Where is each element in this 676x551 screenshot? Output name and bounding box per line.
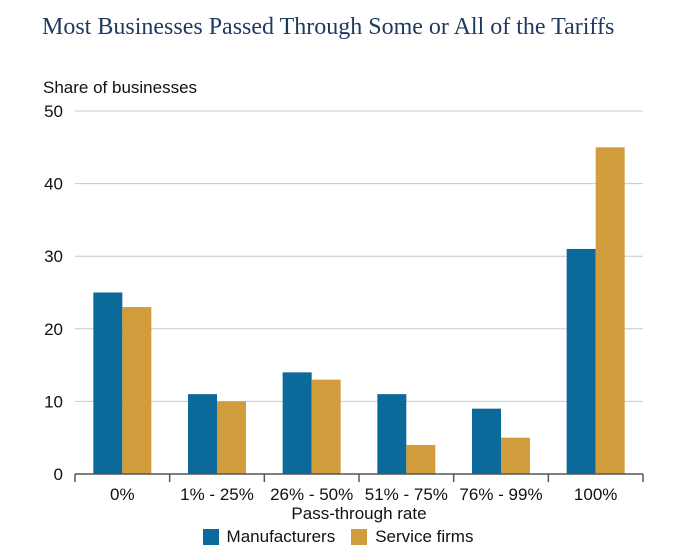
bar-service-firms bbox=[406, 444, 436, 474]
y-axis-ticks: 0 10 20 30 40 50 bbox=[44, 102, 63, 484]
y-tick-label: 40 bbox=[44, 175, 63, 194]
bar-manufacturers bbox=[93, 292, 123, 474]
legend-label-service-firms: Service firms bbox=[375, 527, 474, 546]
x-tick-label: 0% bbox=[110, 485, 135, 504]
y-axis-title: Share of businesses bbox=[43, 78, 197, 97]
bars bbox=[93, 147, 625, 475]
y-tick-label: 0 bbox=[54, 465, 63, 484]
x-tick-label: 51% - 75% bbox=[365, 485, 448, 504]
y-tick-label: 50 bbox=[44, 102, 63, 121]
y-tick-label: 30 bbox=[44, 247, 63, 266]
legend-swatch-service-firms bbox=[351, 529, 368, 545]
x-tick-label: 100% bbox=[574, 485, 617, 504]
bar-service-firms bbox=[217, 401, 246, 474]
bar-manufacturers bbox=[377, 394, 407, 474]
legend-swatch-manufacturers bbox=[202, 529, 219, 545]
legend-item-manufacturers: Manufacturers bbox=[202, 527, 336, 547]
x-tick-label: 1% - 25% bbox=[180, 485, 254, 504]
gridlines bbox=[75, 110, 643, 402]
bar-service-firms bbox=[311, 379, 341, 474]
bar-service-firms bbox=[501, 437, 530, 474]
bar-service-firms bbox=[595, 147, 625, 475]
x-axis-title: Pass-through rate bbox=[291, 504, 426, 523]
bar-manufacturers bbox=[282, 372, 312, 474]
y-tick-label: 20 bbox=[44, 320, 63, 339]
bar-service-firms bbox=[122, 307, 152, 474]
y-tick-label: 10 bbox=[44, 392, 63, 411]
bar-manufacturers bbox=[188, 394, 217, 474]
chart-title: Most Businesses Passed Through Some or A… bbox=[42, 14, 615, 40]
legend-label-manufacturers: Manufacturers bbox=[226, 527, 336, 546]
legend-item-service-firms: Service firms bbox=[351, 527, 473, 547]
x-tick-label: 76% - 99% bbox=[459, 485, 542, 504]
bar-manufacturers bbox=[566, 248, 596, 474]
x-tick-label: 26% - 50% bbox=[270, 485, 353, 504]
bar-manufacturers bbox=[472, 408, 501, 474]
legend: Manufacturers Service firms bbox=[0, 527, 676, 547]
x-axis-ticks: 0% 1% - 25% 26% - 50% 51% - 75% 76% - 99% 100… bbox=[74, 474, 644, 504]
